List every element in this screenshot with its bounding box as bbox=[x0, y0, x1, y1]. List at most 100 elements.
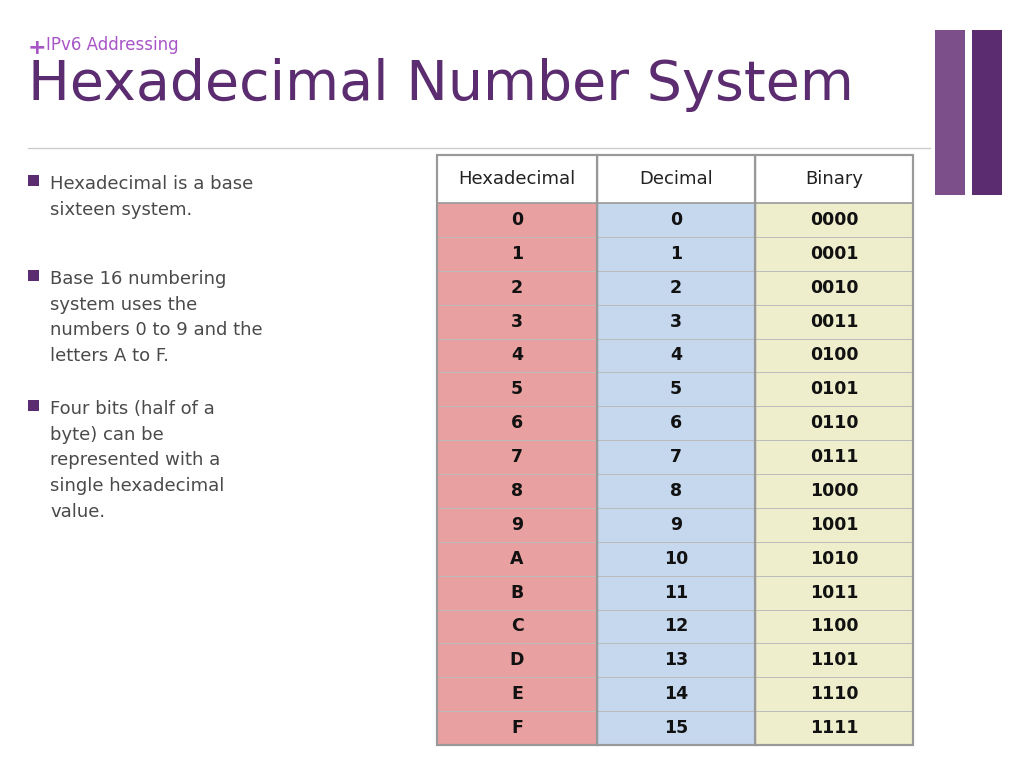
FancyBboxPatch shape bbox=[437, 372, 597, 406]
Text: Base 16 numbering
system uses the
numbers 0 to 9 and the
letters A to F.: Base 16 numbering system uses the number… bbox=[50, 270, 262, 365]
FancyBboxPatch shape bbox=[28, 175, 39, 186]
Text: 15: 15 bbox=[664, 719, 688, 737]
Text: 0: 0 bbox=[670, 211, 682, 229]
FancyBboxPatch shape bbox=[597, 406, 755, 440]
FancyBboxPatch shape bbox=[972, 30, 1002, 195]
Text: 13: 13 bbox=[664, 651, 688, 670]
Text: 1111: 1111 bbox=[810, 719, 858, 737]
Text: 5: 5 bbox=[511, 380, 523, 399]
FancyBboxPatch shape bbox=[597, 541, 755, 576]
FancyBboxPatch shape bbox=[597, 508, 755, 541]
Text: 1000: 1000 bbox=[810, 482, 858, 500]
Text: F: F bbox=[511, 719, 523, 737]
FancyBboxPatch shape bbox=[597, 203, 755, 237]
Text: 0110: 0110 bbox=[810, 414, 858, 432]
Text: 11: 11 bbox=[664, 584, 688, 601]
FancyBboxPatch shape bbox=[755, 610, 913, 644]
FancyBboxPatch shape bbox=[437, 155, 913, 203]
Text: 3: 3 bbox=[670, 313, 682, 330]
FancyBboxPatch shape bbox=[755, 474, 913, 508]
Text: 0001: 0001 bbox=[810, 245, 858, 263]
Text: 0000: 0000 bbox=[810, 211, 858, 229]
FancyBboxPatch shape bbox=[597, 237, 755, 271]
FancyBboxPatch shape bbox=[597, 339, 755, 372]
Text: 9: 9 bbox=[670, 516, 682, 534]
FancyBboxPatch shape bbox=[437, 305, 597, 339]
Text: 0111: 0111 bbox=[810, 448, 858, 466]
Text: 7: 7 bbox=[670, 448, 682, 466]
Text: 1010: 1010 bbox=[810, 550, 858, 568]
FancyBboxPatch shape bbox=[597, 474, 755, 508]
FancyBboxPatch shape bbox=[597, 271, 755, 305]
Text: 8: 8 bbox=[511, 482, 523, 500]
FancyBboxPatch shape bbox=[437, 237, 597, 271]
FancyBboxPatch shape bbox=[437, 541, 597, 576]
FancyBboxPatch shape bbox=[755, 406, 913, 440]
Text: 1: 1 bbox=[670, 245, 682, 263]
FancyBboxPatch shape bbox=[755, 541, 913, 576]
FancyBboxPatch shape bbox=[597, 576, 755, 610]
FancyBboxPatch shape bbox=[597, 440, 755, 474]
FancyBboxPatch shape bbox=[597, 610, 755, 644]
FancyBboxPatch shape bbox=[755, 271, 913, 305]
Text: 0100: 0100 bbox=[810, 346, 858, 365]
FancyBboxPatch shape bbox=[437, 203, 597, 237]
FancyBboxPatch shape bbox=[437, 711, 597, 745]
FancyBboxPatch shape bbox=[437, 339, 597, 372]
Text: Hexadecimal is a base
sixteen system.: Hexadecimal is a base sixteen system. bbox=[50, 175, 253, 219]
FancyBboxPatch shape bbox=[437, 406, 597, 440]
FancyBboxPatch shape bbox=[437, 644, 597, 677]
Text: B: B bbox=[510, 584, 523, 601]
Text: 0011: 0011 bbox=[810, 313, 858, 330]
Text: 0: 0 bbox=[511, 211, 523, 229]
FancyBboxPatch shape bbox=[597, 372, 755, 406]
FancyBboxPatch shape bbox=[755, 440, 913, 474]
Text: 4: 4 bbox=[511, 346, 523, 365]
FancyBboxPatch shape bbox=[597, 711, 755, 745]
Text: 1: 1 bbox=[511, 245, 523, 263]
Text: Decimal: Decimal bbox=[639, 170, 713, 188]
Text: 6: 6 bbox=[511, 414, 523, 432]
Text: 14: 14 bbox=[664, 685, 688, 703]
Text: Four bits (half of a
byte) can be
represented with a
single hexadecimal
value.: Four bits (half of a byte) can be repres… bbox=[50, 400, 224, 521]
FancyBboxPatch shape bbox=[437, 440, 597, 474]
FancyBboxPatch shape bbox=[597, 305, 755, 339]
FancyBboxPatch shape bbox=[755, 305, 913, 339]
Text: 1110: 1110 bbox=[810, 685, 858, 703]
FancyBboxPatch shape bbox=[755, 644, 913, 677]
FancyBboxPatch shape bbox=[437, 677, 597, 711]
Text: 1101: 1101 bbox=[810, 651, 858, 670]
Text: Hexadecimal Number System: Hexadecimal Number System bbox=[28, 58, 854, 112]
FancyBboxPatch shape bbox=[28, 270, 39, 281]
Text: C: C bbox=[511, 617, 523, 635]
FancyBboxPatch shape bbox=[755, 677, 913, 711]
Text: 8: 8 bbox=[670, 482, 682, 500]
FancyBboxPatch shape bbox=[755, 339, 913, 372]
FancyBboxPatch shape bbox=[437, 610, 597, 644]
Text: 12: 12 bbox=[664, 617, 688, 635]
FancyBboxPatch shape bbox=[755, 508, 913, 541]
FancyBboxPatch shape bbox=[437, 576, 597, 610]
Text: Binary: Binary bbox=[805, 170, 863, 188]
FancyBboxPatch shape bbox=[437, 474, 597, 508]
FancyBboxPatch shape bbox=[597, 644, 755, 677]
Text: 1011: 1011 bbox=[810, 584, 858, 601]
FancyBboxPatch shape bbox=[755, 372, 913, 406]
FancyBboxPatch shape bbox=[755, 237, 913, 271]
Text: 2: 2 bbox=[511, 279, 523, 296]
Text: 1001: 1001 bbox=[810, 516, 858, 534]
Text: E: E bbox=[511, 685, 523, 703]
FancyBboxPatch shape bbox=[755, 576, 913, 610]
Text: 10: 10 bbox=[664, 550, 688, 568]
Text: 1100: 1100 bbox=[810, 617, 858, 635]
FancyBboxPatch shape bbox=[437, 271, 597, 305]
Text: +: + bbox=[28, 38, 47, 58]
Text: 4: 4 bbox=[670, 346, 682, 365]
Text: 7: 7 bbox=[511, 448, 523, 466]
Text: IPv6 Addressing: IPv6 Addressing bbox=[46, 36, 178, 54]
Text: Hexadecimal: Hexadecimal bbox=[459, 170, 575, 188]
Text: 6: 6 bbox=[670, 414, 682, 432]
Text: 3: 3 bbox=[511, 313, 523, 330]
Text: 0101: 0101 bbox=[810, 380, 858, 399]
Text: 9: 9 bbox=[511, 516, 523, 534]
